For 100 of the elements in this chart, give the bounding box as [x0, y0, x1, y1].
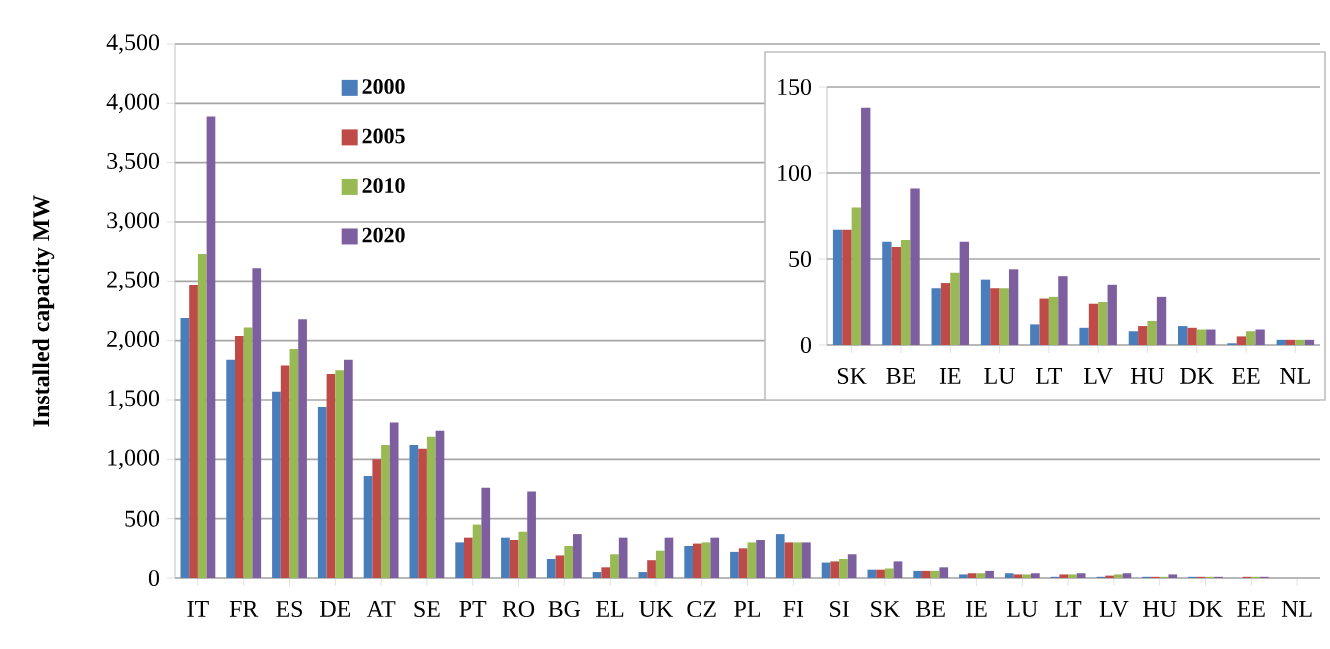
x-tick-label: LT [1055, 601, 1082, 617]
bar [821, 562, 831, 578]
x-tick-label: EL [596, 601, 624, 617]
x-tick-label: ES [276, 601, 302, 618]
bar [418, 448, 427, 578]
x-tick-label: FR [229, 601, 259, 617]
bar [913, 570, 922, 578]
bar [832, 229, 843, 345]
bar [893, 561, 903, 578]
bar [618, 537, 628, 578]
x-tick-label: LU [1007, 601, 1038, 617]
x-tick-label: BE [916, 601, 945, 617]
bar [1058, 276, 1068, 345]
x-tick-label: DK [1188, 601, 1223, 617]
legend-label: 2020 [362, 227, 405, 243]
bar [389, 422, 399, 578]
x-tick-label: LU [984, 368, 1015, 384]
bar [1206, 329, 1216, 345]
bar [847, 554, 857, 578]
x-tick-label: SE [414, 601, 440, 618]
bar [409, 445, 419, 578]
y-tick-label: 4,000 [106, 93, 160, 114]
x-tick-label: EE [1232, 368, 1260, 384]
x-tick-label: SK [837, 368, 867, 385]
bar [839, 559, 848, 578]
y-tick-label: 150 [778, 78, 812, 96]
bar [601, 567, 611, 578]
bar [610, 554, 619, 578]
bar [1246, 331, 1256, 345]
bar [1304, 339, 1315, 345]
legend-label: 2010 [362, 178, 405, 193]
x-tick-label: NL [1281, 601, 1312, 617]
bar [1004, 573, 1014, 578]
bar [435, 430, 445, 578]
bar [638, 572, 648, 578]
bar [1059, 574, 1069, 578]
bar [959, 241, 969, 345]
bar [900, 240, 911, 345]
y-tick-label: 1,500 [108, 390, 160, 410]
bar [252, 268, 262, 578]
bar [1022, 574, 1032, 578]
x-tick-label: HU [1130, 368, 1165, 384]
x-tick-label: LV [1099, 601, 1129, 618]
x-tick-label: SI [830, 601, 849, 618]
bar [730, 551, 739, 578]
x-tick-label: DK [1180, 368, 1214, 384]
x-tick-label: BE [886, 368, 916, 384]
bar [1030, 324, 1040, 345]
bar [1295, 339, 1305, 345]
y-tick-label: 1,000 [108, 449, 160, 470]
bar [910, 188, 920, 345]
x-tick-label: LT [1036, 368, 1062, 384]
x-tick-label: BG [548, 601, 581, 618]
x-tick-label: IT [187, 601, 209, 617]
bar [455, 542, 464, 578]
y-tick-label: 2,500 [107, 271, 160, 292]
bar [775, 534, 785, 578]
x-tick-label: FI [783, 601, 804, 617]
bar [189, 284, 198, 578]
bar [472, 524, 482, 578]
bar [180, 318, 190, 578]
y-tick-label: 4,500 [106, 34, 160, 54]
bar [1039, 298, 1049, 345]
bar [426, 436, 436, 578]
bar [976, 573, 986, 578]
bar [546, 559, 556, 578]
bar [950, 272, 960, 345]
x-tick-label: SK [871, 601, 900, 618]
bar [647, 560, 656, 578]
bar [931, 288, 941, 345]
y-tick-label: 500 [125, 510, 160, 527]
bar [298, 319, 307, 578]
bar [985, 570, 994, 578]
y-tick-label: 3,000 [107, 212, 160, 232]
bar [747, 542, 757, 578]
bar [481, 487, 491, 578]
bar [1187, 327, 1197, 345]
bar [959, 574, 968, 578]
bar [967, 573, 977, 578]
bar [684, 545, 693, 578]
bar [1276, 339, 1286, 345]
bar [1286, 339, 1296, 345]
x-tick-label: CZ [687, 601, 716, 618]
bar [344, 359, 353, 578]
bar [1138, 326, 1148, 345]
bar [1107, 284, 1117, 345]
bar [564, 545, 574, 578]
bar [1147, 320, 1157, 345]
bar [1113, 574, 1123, 578]
bar [882, 241, 892, 345]
bar [922, 570, 931, 578]
bar [980, 279, 991, 345]
y-tick-label: 0 [148, 569, 160, 587]
bar [463, 537, 473, 578]
x-tick-label: DE [320, 601, 351, 617]
x-tick-label: IE [966, 601, 987, 617]
bar [802, 542, 811, 578]
y-axis-title: Installed capacity MW [32, 195, 55, 427]
bar [1178, 326, 1188, 345]
bar [756, 540, 765, 578]
